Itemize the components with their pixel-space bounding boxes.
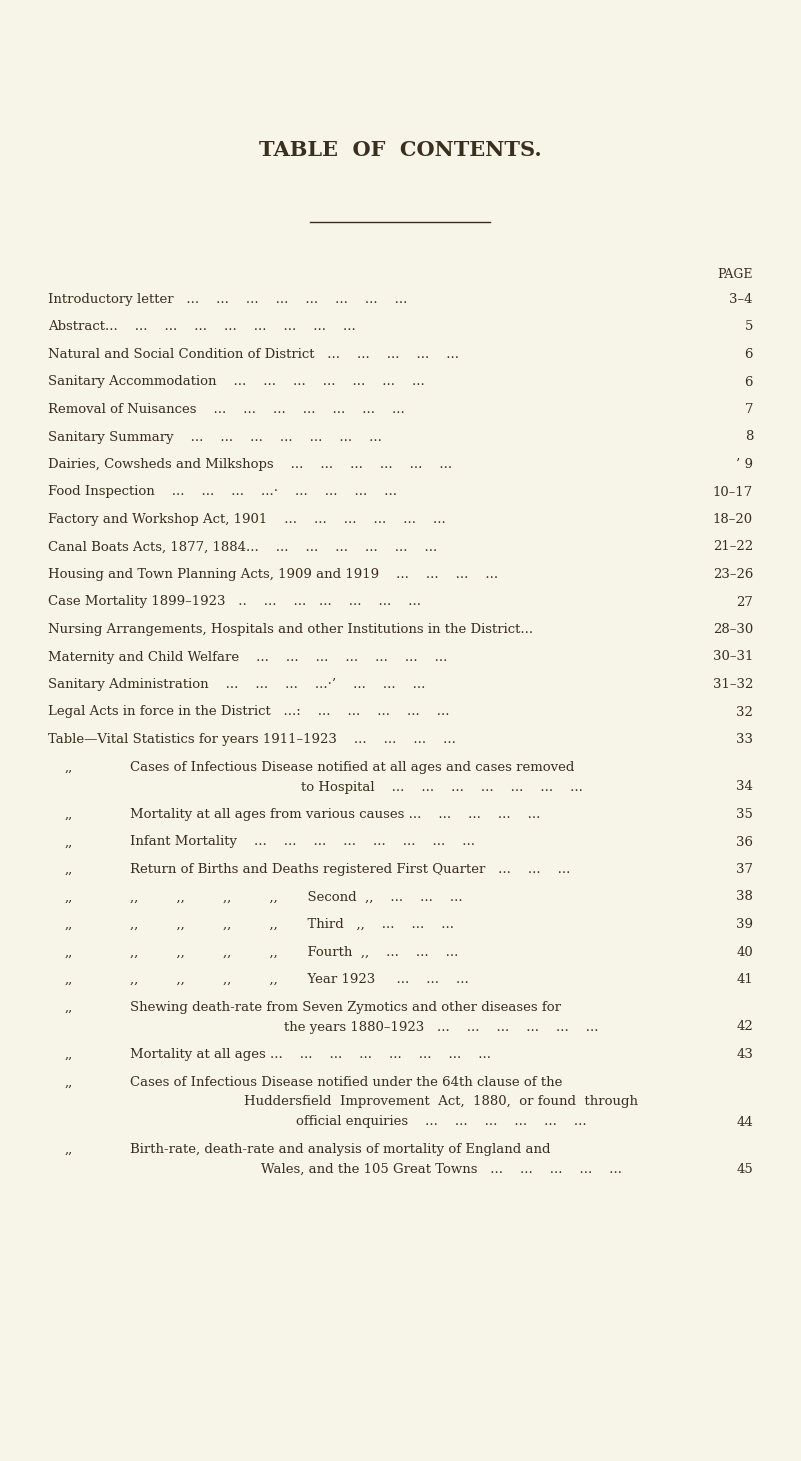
Text: ,,: ,,: [65, 1001, 73, 1014]
Text: Canal Boats Acts, 1877, 1884...    ...    ...    ...    ...    ...    ...: Canal Boats Acts, 1877, 1884... ... ... …: [48, 541, 437, 554]
Text: 37: 37: [736, 863, 753, 877]
Text: 8: 8: [745, 431, 753, 444]
Text: 40: 40: [736, 945, 753, 958]
Text: Wales, and the 105 Great Towns   ...    ...    ...    ...    ...: Wales, and the 105 Great Towns ... ... .…: [261, 1163, 622, 1176]
Text: Return of Births and Deaths registered First Quarter   ...    ...    ...: Return of Births and Deaths registered F…: [130, 863, 570, 877]
Text: Abstract...    ...    ...    ...    ...    ...    ...    ...    ...: Abstract... ... ... ... ... ... ... ... …: [48, 320, 356, 333]
Text: ,,: ,,: [65, 918, 73, 931]
Text: Removal of Nuisances    ...    ...    ...    ...    ...    ...    ...: Removal of Nuisances ... ... ... ... ...…: [48, 403, 405, 416]
Text: ,,: ,,: [65, 761, 73, 773]
Text: 27: 27: [736, 596, 753, 608]
Text: 33: 33: [736, 733, 753, 747]
Text: Sanitary Summary    ...    ...    ...    ...    ...    ...    ...: Sanitary Summary ... ... ... ... ... ...…: [48, 431, 382, 444]
Text: Mortality at all ages ...    ...    ...    ...    ...    ...    ...    ...: Mortality at all ages ... ... ... ... ..…: [130, 1048, 491, 1061]
Text: Housing and Town Planning Acts, 1909 and 1919    ...    ...    ...    ...: Housing and Town Planning Acts, 1909 and…: [48, 568, 498, 581]
Text: ,,: ,,: [65, 836, 73, 849]
Text: 23–26: 23–26: [713, 568, 753, 581]
Text: 42: 42: [736, 1020, 753, 1033]
Text: 39: 39: [736, 918, 753, 931]
Text: Cases of Infectious Disease notified under the 64th clause of the: Cases of Infectious Disease notified und…: [130, 1075, 562, 1088]
Text: 10–17: 10–17: [713, 485, 753, 498]
Text: Case Mortality 1899–1923   ..    ...    ...   ...    ...    ...    ...: Case Mortality 1899–1923 .. ... ... ... …: [48, 596, 421, 608]
Text: 7: 7: [744, 403, 753, 416]
Text: Sanitary Accommodation    ...    ...    ...    ...    ...    ...    ...: Sanitary Accommodation ... ... ... ... .…: [48, 375, 425, 389]
Text: 43: 43: [736, 1048, 753, 1061]
Text: ,,         ,,         ,,         ,,       Year 1923     ...    ...    ...: ,, ,, ,, ,, Year 1923 ... ... ...: [130, 973, 469, 986]
Text: Natural and Social Condition of District   ...    ...    ...    ...    ...: Natural and Social Condition of District…: [48, 348, 459, 361]
Text: ,,: ,,: [65, 973, 73, 986]
Text: Birth-rate, death-rate and analysis of mortality of England and: Birth-rate, death-rate and analysis of m…: [130, 1143, 550, 1156]
Text: 3–4: 3–4: [730, 294, 753, 305]
Text: Introductory letter   ...    ...    ...    ...    ...    ...    ...    ...: Introductory letter ... ... ... ... ... …: [48, 294, 408, 305]
Text: 5: 5: [745, 320, 753, 333]
Text: Huddersfield  Improvement  Act,  1880,  or found  through: Huddersfield Improvement Act, 1880, or f…: [244, 1096, 638, 1109]
Text: 18–20: 18–20: [713, 513, 753, 526]
Text: ,,: ,,: [65, 891, 73, 903]
Text: Shewing death-rate from Seven Zymotics and other diseases for: Shewing death-rate from Seven Zymotics a…: [130, 1001, 561, 1014]
Text: 41: 41: [736, 973, 753, 986]
Text: Dairies, Cowsheds and Milkshops    ...    ...    ...    ...    ...    ...: Dairies, Cowsheds and Milkshops ... ... …: [48, 457, 452, 470]
Text: Sanitary Administration    ...    ...    ...    ...·’    ...    ...    ...: Sanitary Administration ... ... ... ...·…: [48, 678, 425, 691]
Text: Factory and Workshop Act, 1901    ...    ...    ...    ...    ...    ...: Factory and Workshop Act, 1901 ... ... .…: [48, 513, 445, 526]
Text: 6: 6: [744, 375, 753, 389]
Text: 36: 36: [736, 836, 753, 849]
Text: Mortality at all ages from various causes ...    ...    ...    ...    ...: Mortality at all ages from various cause…: [130, 808, 541, 821]
Text: 30–31: 30–31: [713, 650, 753, 663]
Text: 6: 6: [744, 348, 753, 361]
Text: ,,         ,,         ,,         ,,       Third   ,,    ...    ...    ...: ,, ,, ,, ,, Third ,, ... ... ...: [130, 918, 454, 931]
Text: ,,         ,,         ,,         ,,       Fourth  ,,    ...    ...    ...: ,, ,, ,, ,, Fourth ,, ... ... ...: [130, 945, 458, 958]
Text: 34: 34: [736, 780, 753, 793]
Text: 45: 45: [736, 1163, 753, 1176]
Text: 32: 32: [736, 706, 753, 719]
Text: Food Inspection    ...    ...    ...    ...·    ...    ...    ...    ...: Food Inspection ... ... ... ...· ... ...…: [48, 485, 397, 498]
Text: 28–30: 28–30: [713, 622, 753, 636]
Text: Table—Vital Statistics for years 1911–1923    ...    ...    ...    ...: Table—Vital Statistics for years 1911–19…: [48, 733, 456, 747]
Text: official enquiries    ...    ...    ...    ...    ...    ...: official enquiries ... ... ... ... ... .…: [296, 1116, 587, 1128]
Text: ,,: ,,: [65, 945, 73, 958]
Text: Cases of Infectious Disease notified at all ages and cases removed: Cases of Infectious Disease notified at …: [130, 761, 574, 773]
Text: 21–22: 21–22: [713, 541, 753, 554]
Text: ’ 9: ’ 9: [736, 457, 753, 470]
Text: Infant Mortality    ...    ...    ...    ...    ...    ...    ...    ...: Infant Mortality ... ... ... ... ... ...…: [130, 836, 475, 849]
Text: 31–32: 31–32: [713, 678, 753, 691]
Text: 38: 38: [736, 891, 753, 903]
Text: 44: 44: [736, 1116, 753, 1128]
Text: ,,         ,,         ,,         ,,       Second  ,,    ...    ...    ...: ,, ,, ,, ,, Second ,, ... ... ...: [130, 891, 463, 903]
Text: ,,: ,,: [65, 863, 73, 877]
Text: Nursing Arrangements, Hospitals and other Institutions in the District...: Nursing Arrangements, Hospitals and othe…: [48, 622, 533, 636]
Text: to Hospital    ...    ...    ...    ...    ...    ...    ...: to Hospital ... ... ... ... ... ... ...: [300, 780, 582, 793]
Text: ,,: ,,: [65, 1075, 73, 1088]
Text: Legal Acts in force in the District   ...:    ...    ...    ...    ...    ...: Legal Acts in force in the District ...:…: [48, 706, 449, 719]
Text: TABLE  OF  CONTENTS.: TABLE OF CONTENTS.: [260, 140, 541, 161]
Text: ,,: ,,: [65, 808, 73, 821]
Text: Maternity and Child Welfare    ...    ...    ...    ...    ...    ...    ...: Maternity and Child Welfare ... ... ... …: [48, 650, 448, 663]
Text: ,,: ,,: [65, 1048, 73, 1061]
Text: PAGE: PAGE: [718, 267, 753, 281]
Text: the years 1880–1923   ...    ...    ...    ...    ...    ...: the years 1880–1923 ... ... ... ... ... …: [284, 1020, 599, 1033]
Text: ,,: ,,: [65, 1143, 73, 1156]
Text: 35: 35: [736, 808, 753, 821]
